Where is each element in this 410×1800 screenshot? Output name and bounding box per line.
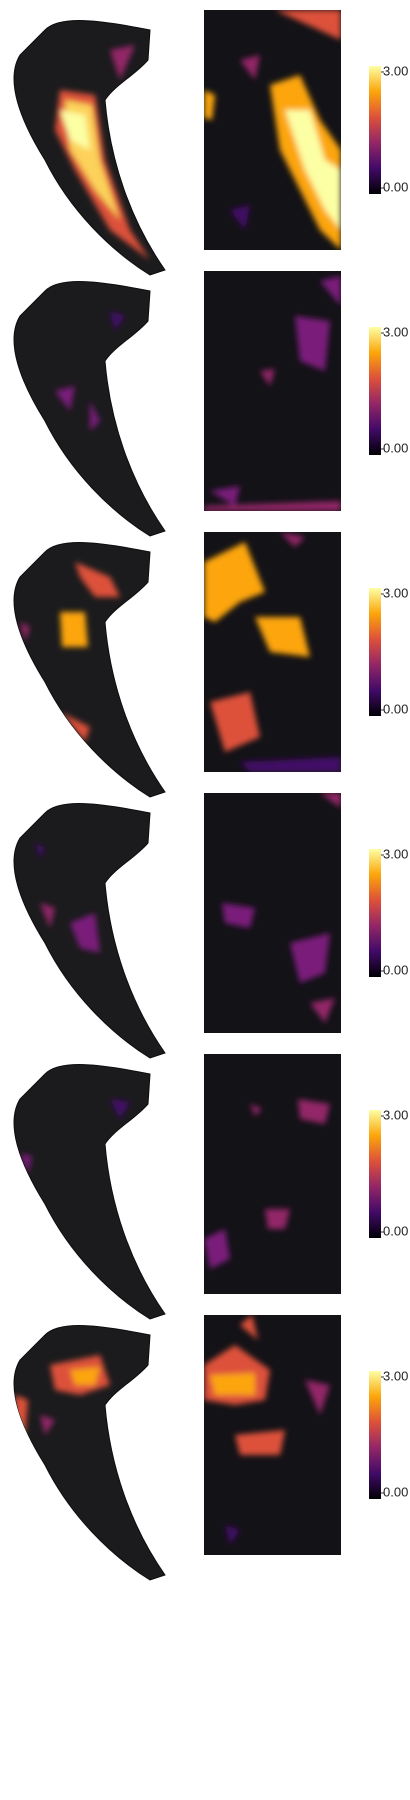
row xyxy=(13,1315,341,1581)
colorbar-tick-label: 3.00 xyxy=(383,1107,408,1122)
row xyxy=(13,271,341,537)
colorbar-tick-label: 3.00 xyxy=(383,846,408,861)
colorbar xyxy=(369,588,381,716)
surface-3d xyxy=(13,1064,166,1320)
colorbar-tick-label: 0.00 xyxy=(383,440,408,455)
colorbar xyxy=(369,1110,381,1238)
surface-3d xyxy=(13,281,166,537)
flat-map xyxy=(204,271,341,511)
row xyxy=(13,793,341,1059)
colorbar-tick-label: 0.00 xyxy=(383,962,408,977)
row xyxy=(13,10,341,276)
colorbar-tick-label: 3.00 xyxy=(383,585,408,600)
colorbar-tick-label: 0.00 xyxy=(383,1484,408,1499)
colorbar-tick-label: 3.00 xyxy=(383,324,408,339)
colorbar xyxy=(369,1371,381,1499)
row xyxy=(13,532,341,798)
colorbar xyxy=(369,849,381,977)
colorbar-tick-label: 0.00 xyxy=(383,1223,408,1238)
colorbar-tick-label: 3.00 xyxy=(383,63,408,78)
colorbar-tick-label: 0.00 xyxy=(383,701,408,716)
colorbar xyxy=(369,327,381,455)
row xyxy=(13,1054,341,1320)
colorbar-tick-label: 0.00 xyxy=(383,179,408,194)
colorbar-tick-label: 3.00 xyxy=(383,1368,408,1383)
colorbar xyxy=(369,66,381,194)
